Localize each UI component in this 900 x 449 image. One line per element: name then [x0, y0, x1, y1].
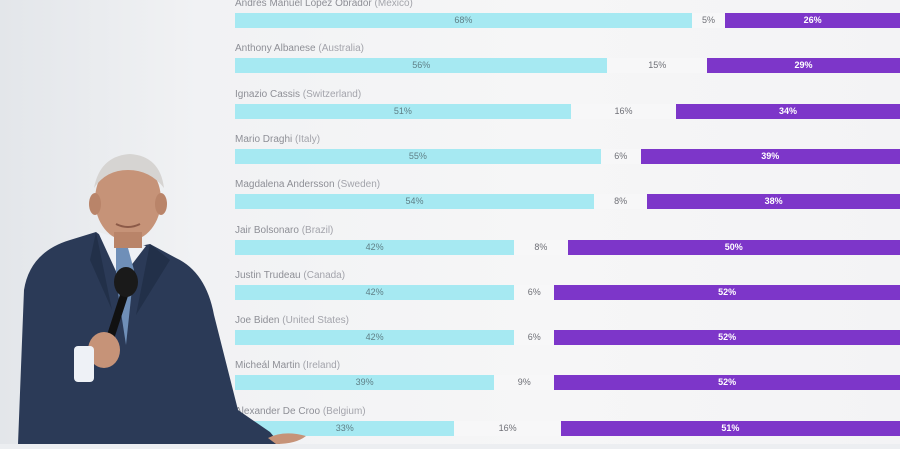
approval-row: Jair Bolsonaro (Brazil)42%8%50% — [235, 224, 900, 268]
disapprove-segment: 38% — [647, 194, 900, 209]
disapprove-segment: 51% — [561, 421, 900, 436]
unsure-segment: 8% — [594, 194, 647, 209]
approval-row: Micheál Martin (Ireland)39%9%52% — [235, 359, 900, 403]
disapprove-segment: 52% — [554, 285, 900, 300]
approval-bar: 42%6%52% — [235, 285, 900, 300]
leader-label: Andrés Manuel López Obrador (Mexico) — [235, 0, 413, 11]
leader-name: Ignazio Cassis — [235, 89, 300, 100]
approval-row: Magdalena Andersson (Sweden)54%8%38% — [235, 178, 900, 222]
approval-bar: 55%6%39% — [235, 149, 900, 164]
ear-right — [155, 193, 167, 215]
unsure-segment: 15% — [607, 58, 707, 73]
neck — [114, 232, 142, 248]
leader-name: Andrés Manuel López Obrador — [235, 0, 372, 9]
approval-bar: 39%9%52% — [235, 375, 900, 390]
approval-row: Andrés Manuel López Obrador (Mexico) 68%5… — [235, 0, 900, 41]
leader-country: (Sweden) — [335, 179, 381, 190]
approve-segment: 51% — [235, 104, 571, 119]
leader-label: Anthony Albanese (Australia) — [235, 42, 364, 56]
approve-segment: 56% — [235, 58, 607, 73]
disapprove-segment: 52% — [554, 375, 900, 390]
leader-country: (Mexico) — [372, 0, 413, 9]
disapprove-segment: 34% — [676, 104, 900, 119]
leader-country: (Belgium) — [320, 406, 366, 417]
unsure-segment: 6% — [514, 285, 554, 300]
approval-bar: 42%6%52% — [235, 330, 900, 345]
disapprove-segment: 26% — [725, 13, 900, 28]
approval-row: Joe Biden (United States)42%6%52% — [235, 314, 900, 358]
approval-row: Mario Draghi (Italy)55%6%39% — [235, 133, 900, 177]
approval-bar: 51%16%34% — [235, 104, 900, 119]
leader-label: Ignazio Cassis (Switzerland) — [235, 88, 361, 102]
approve-segment: 68% — [235, 13, 692, 28]
unsure-segment: 6% — [514, 330, 554, 345]
unsure-segment: 8% — [514, 240, 567, 255]
approval-row: Alexander De Croo (Belgium)33%16%51% — [235, 405, 900, 449]
disapprove-segment: 50% — [568, 240, 900, 255]
leader-country: (Australia) — [316, 43, 364, 54]
microphone-head — [114, 267, 138, 297]
disapprove-segment: 39% — [641, 149, 900, 164]
shirt-cuff — [74, 346, 94, 382]
leader-name: Anthony Albanese — [235, 43, 316, 54]
leader-country: (Switzerland) — [300, 89, 361, 100]
approval-row: Ignazio Cassis (Switzerland) 51%16%34% — [235, 88, 900, 132]
approval-bar: 56%15%29% — [235, 58, 900, 73]
approval-row: Justin Trudeau (Canada)42%6%52% — [235, 269, 900, 313]
approval-bar: 33%16%51% — [235, 421, 900, 436]
unsure-segment: 9% — [494, 375, 554, 390]
ear-left — [89, 193, 101, 215]
approval-bar: 68%5%26% — [235, 13, 900, 28]
unsure-segment: 6% — [601, 149, 641, 164]
unsure-segment: 16% — [454, 421, 560, 436]
approval-bar: 54%8%38% — [235, 194, 900, 209]
unsure-segment: 16% — [571, 104, 676, 119]
approval-row: Anthony Albanese (Australia) 56%15%29% — [235, 42, 900, 86]
disapprove-segment: 52% — [554, 330, 900, 345]
unsure-segment: 5% — [692, 13, 726, 28]
approval-bar: 42%8%50% — [235, 240, 900, 255]
disapprove-segment: 29% — [707, 58, 900, 73]
speaker-figure — [0, 140, 320, 444]
